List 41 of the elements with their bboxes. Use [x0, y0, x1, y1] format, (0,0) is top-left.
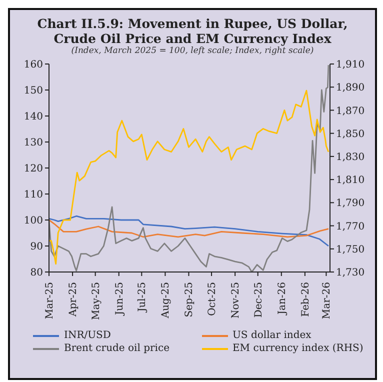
legend-label: INR/USD [64, 330, 111, 341]
y-tick-label: 140 [24, 112, 43, 123]
y2-tick-label: 1,850 [336, 128, 365, 140]
y2-tick-label: 1,730 [336, 268, 365, 279]
y-tick-label: 90 [30, 242, 43, 253]
y-tick-label: 80 [30, 268, 43, 279]
x-tick-label: Feb-26 [300, 282, 312, 317]
y-tick-label: 100 [24, 216, 43, 227]
x-tick-label: Jun-25 [114, 282, 126, 316]
y2-tick-label: 1,890 [336, 82, 365, 94]
y2-tick-label: 1,870 [336, 106, 365, 117]
chart-subtitle: (Index, March 2025 = 100, left scale; Index, right scale) [70, 46, 315, 56]
y2-tick-label: 1,770 [336, 221, 365, 232]
line-series [49, 90, 330, 265]
line-series [49, 219, 330, 238]
x-tick-label: May-25 [90, 282, 102, 320]
x-tick-label: Jul-25 [137, 282, 148, 313]
x-tick-label: Nov-25 [230, 282, 242, 319]
x-tick-label: Dec-25 [253, 282, 264, 318]
x-tick-label: Apr-25 [68, 282, 80, 318]
x-tick-label: Sep-25 [184, 282, 196, 318]
y-tick-label: 120 [24, 164, 43, 175]
y-tick-label: 150 [24, 86, 43, 97]
legend-label: Brent crude oil price [64, 343, 170, 354]
y-tick-label: 110 [24, 190, 43, 201]
y2-tick-label: 1,790 [336, 198, 365, 210]
x-tick-label: Mar-25 [44, 282, 56, 320]
y-tick-label: 130 [24, 138, 43, 149]
chart-title: Chart II.5.9: Movement in Rupee, US Dollar, Crude Oil Price and EM Currency Index [36, 16, 349, 46]
legend-label: EM currency index (RHS) [232, 343, 364, 354]
x-tick-label: Aug-25 [160, 282, 172, 320]
legend-label: US dollar index [232, 330, 312, 341]
x-tick-label: Oct-25 [207, 282, 218, 316]
x-tick-label: Jan-26 [276, 282, 288, 316]
y-tick-label: 160 [24, 60, 43, 71]
x-tick-label: Mar-26 [322, 282, 333, 320]
y2-tick-label: 1,810 [336, 175, 365, 186]
line-series [49, 215, 330, 247]
y2-tick-label: 1,830 [336, 152, 365, 163]
y2-tick-label: 1,910 [336, 60, 365, 71]
y2-tick-label: 1,750 [336, 244, 365, 256]
